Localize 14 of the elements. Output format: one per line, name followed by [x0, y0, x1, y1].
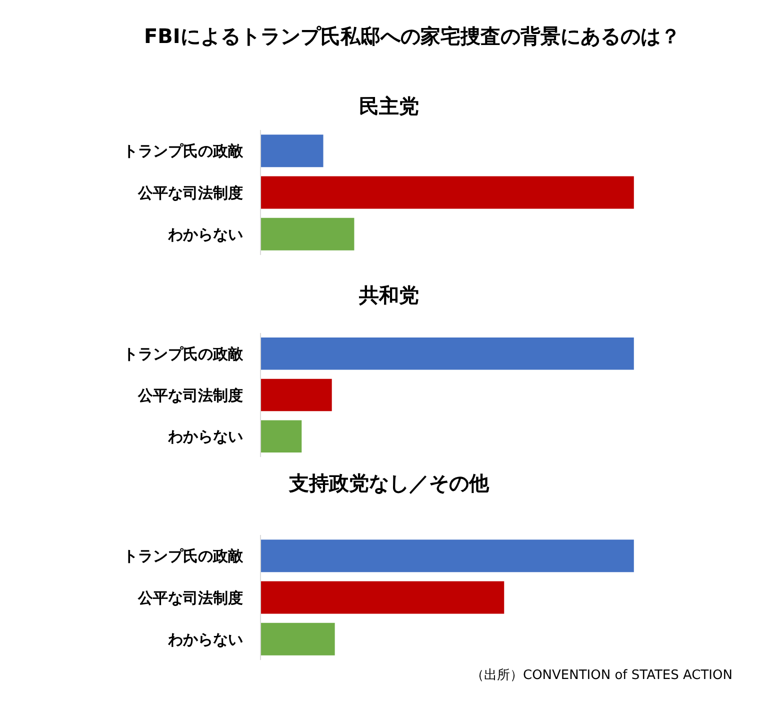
y-tick-label: 公平な司法制度	[137, 588, 243, 607]
y-tick-label: トランプ氏の政敵	[123, 344, 244, 363]
y-tick-label: わからない	[167, 630, 243, 648]
text: （出所）CONVENTION of STATES ACTION	[471, 668, 732, 683]
chart-subtitle: 民主党	[359, 94, 419, 118]
chart-title: FBIによるトランプ氏私邸への家宅捜査の背景にあるのは？	[144, 24, 680, 48]
y-tick-label: トランプ氏の政敵	[123, 547, 244, 566]
y-tick-label: 公平な司法制度	[137, 184, 243, 202]
chart-subtitle: 支持政党なし／その他	[288, 471, 490, 495]
y-tick-label: トランプ氏の政敵	[123, 142, 244, 160]
y-tick-label: わからない	[167, 428, 243, 446]
chart-subtitle: 共和党	[358, 283, 419, 307]
y-tick-label: わからない	[167, 225, 243, 244]
y-tick-label: 公平な司法制度	[137, 386, 243, 404]
